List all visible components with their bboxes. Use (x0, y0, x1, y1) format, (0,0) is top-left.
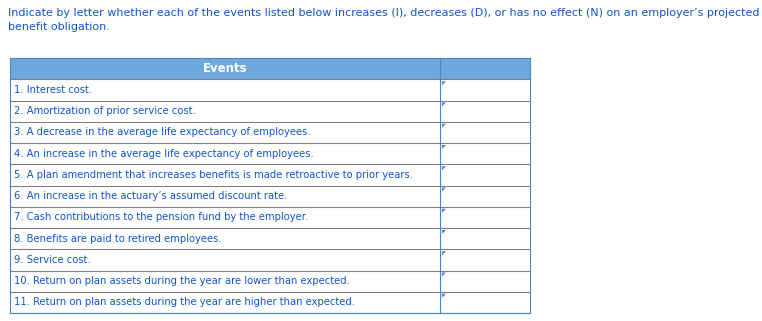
Text: Events: Events (203, 62, 248, 75)
Text: 7. Cash contributions to the pension fund by the employer.: 7. Cash contributions to the pension fun… (14, 213, 309, 222)
Bar (10, 249, 440, 271)
Text: 11. Return on plan assets during the year are higher than expected.: 11. Return on plan assets during the yea… (14, 297, 355, 308)
Polygon shape (442, 166, 446, 170)
Polygon shape (442, 187, 446, 192)
Text: 9. Service cost.: 9. Service cost. (14, 255, 91, 265)
Bar (440, 207, 530, 228)
Polygon shape (442, 273, 446, 276)
Polygon shape (442, 230, 446, 234)
Bar (440, 271, 530, 292)
Bar (10, 100, 440, 122)
Polygon shape (442, 81, 446, 85)
Text: 6. An increase in the actuary’s assumed discount rate.: 6. An increase in the actuary’s assumed … (14, 191, 287, 201)
Polygon shape (442, 102, 446, 107)
Bar (440, 164, 530, 186)
Text: Indicate by letter whether each of the events listed below increases (I), decrea: Indicate by letter whether each of the e… (8, 8, 760, 32)
Bar (10, 292, 440, 313)
Bar (10, 58, 440, 79)
Text: 3. A decrease in the average life expectancy of employees.: 3. A decrease in the average life expect… (14, 127, 311, 137)
Polygon shape (442, 124, 446, 128)
Bar (10, 228, 440, 249)
Bar (10, 79, 440, 100)
Bar (10, 122, 440, 143)
Polygon shape (442, 294, 446, 298)
Bar (440, 58, 530, 79)
Bar (440, 122, 530, 143)
Text: 8. Benefits are paid to retired employees.: 8. Benefits are paid to retired employee… (14, 234, 222, 244)
Bar (440, 79, 530, 100)
Text: 4. An increase in the average life expectancy of employees.: 4. An increase in the average life expec… (14, 149, 314, 159)
Bar (440, 100, 530, 122)
Text: 10. Return on plan assets during the year are lower than expected.: 10. Return on plan assets during the yea… (14, 276, 350, 286)
Polygon shape (442, 251, 446, 255)
Bar (440, 228, 530, 249)
Bar (10, 186, 440, 207)
Polygon shape (442, 209, 446, 213)
Polygon shape (442, 145, 446, 149)
Bar (440, 186, 530, 207)
Bar (10, 207, 440, 228)
Text: 2. Amortization of prior service cost.: 2. Amortization of prior service cost. (14, 106, 196, 116)
Bar (10, 164, 440, 186)
Bar (440, 249, 530, 271)
Text: 5. A plan amendment that increases benefits is made retroactive to prior years.: 5. A plan amendment that increases benef… (14, 170, 413, 180)
Bar (440, 292, 530, 313)
Text: 1. Interest cost.: 1. Interest cost. (14, 85, 92, 95)
Bar (10, 143, 440, 164)
Bar (10, 271, 440, 292)
Bar (440, 143, 530, 164)
